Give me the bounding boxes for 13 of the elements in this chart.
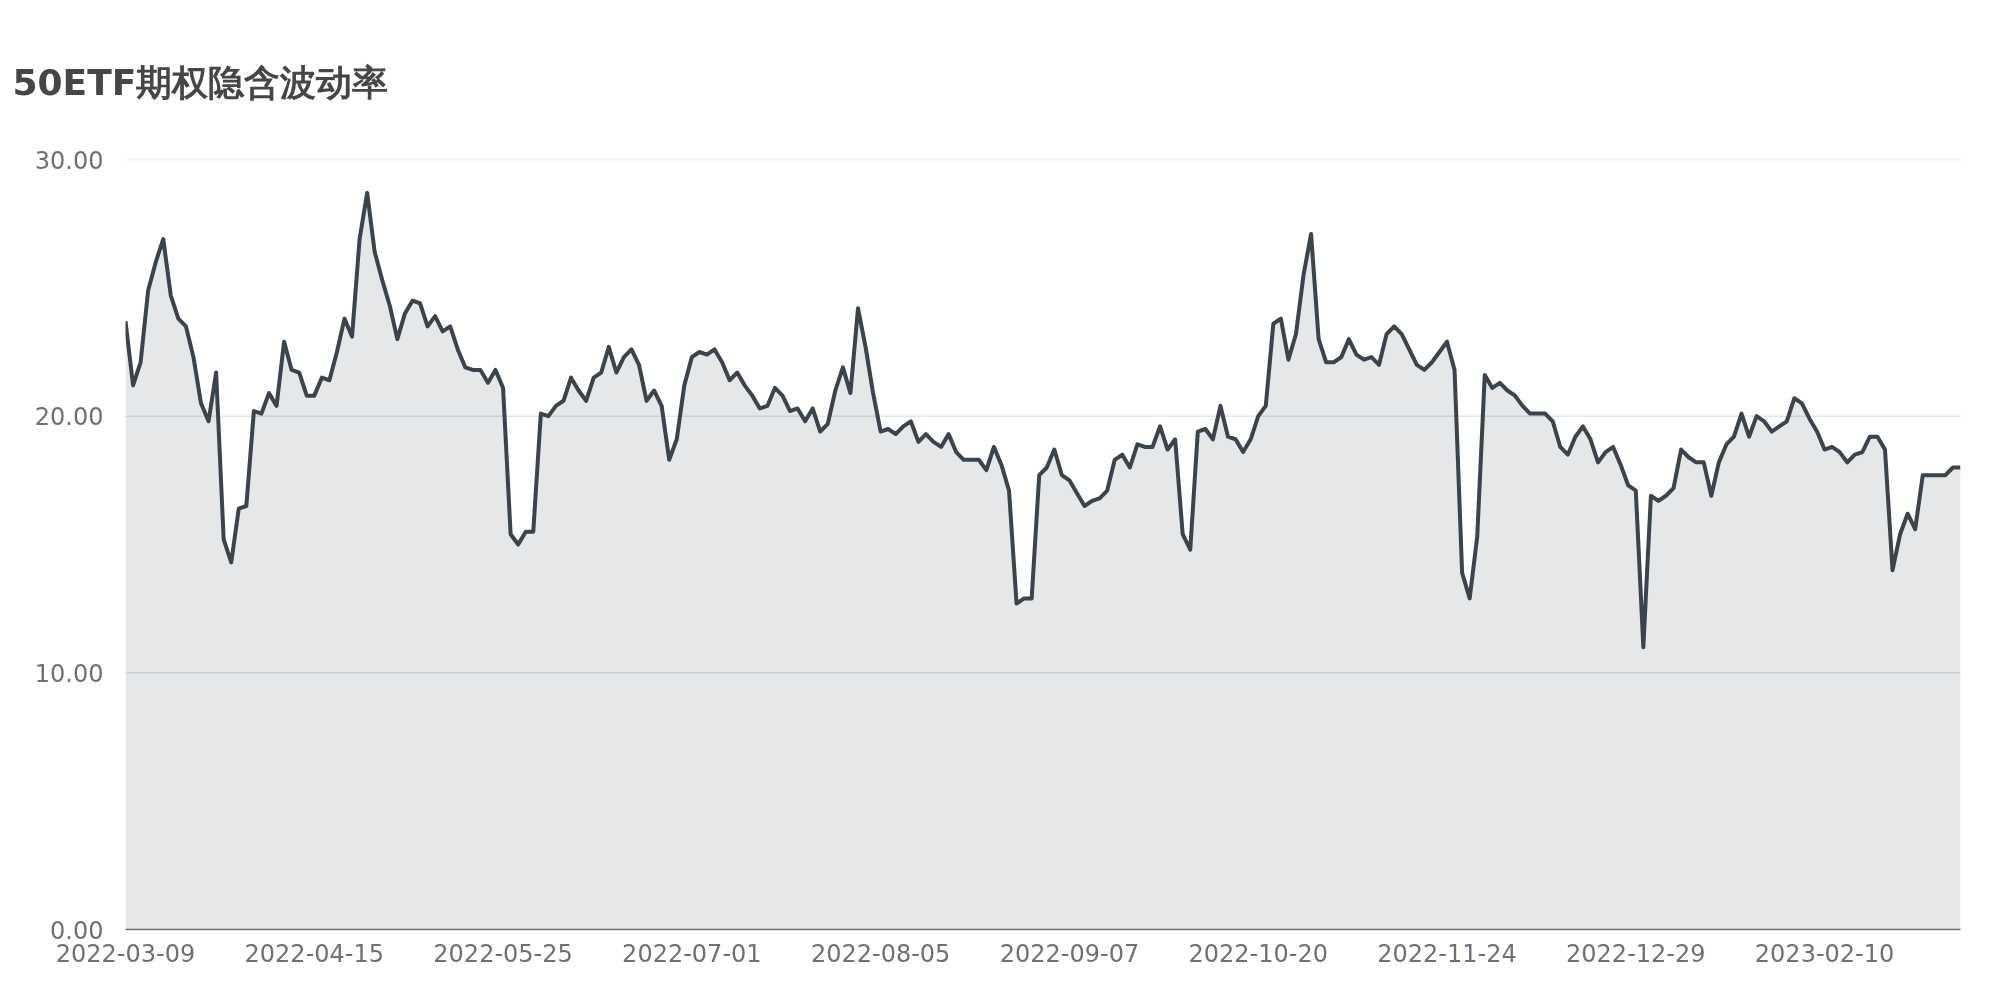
x-tick-label: 2022-09-07: [999, 939, 1140, 968]
y-tick-label: 30.00: [34, 146, 104, 175]
y-tick-label: 20.00: [34, 403, 104, 432]
x-tick-label: 2023-02-10: [1754, 939, 1895, 968]
chart-title: 50ETF期权隐含波动率: [12, 61, 389, 103]
x-tick-label: 2022-12-29: [1566, 939, 1706, 968]
y-tick-label: 10.00: [34, 659, 104, 688]
x-tick-label: 2022-04-15: [244, 939, 385, 968]
x-tick-label: 2022-05-25: [433, 939, 573, 968]
x-tick-label: 2022-11-24: [1377, 939, 1517, 968]
x-tick-label: 2022-08-05: [810, 939, 951, 968]
x-tick-label: 2022-07-01: [622, 939, 762, 968]
x-tick-label: 2022-10-20: [1188, 939, 1328, 968]
